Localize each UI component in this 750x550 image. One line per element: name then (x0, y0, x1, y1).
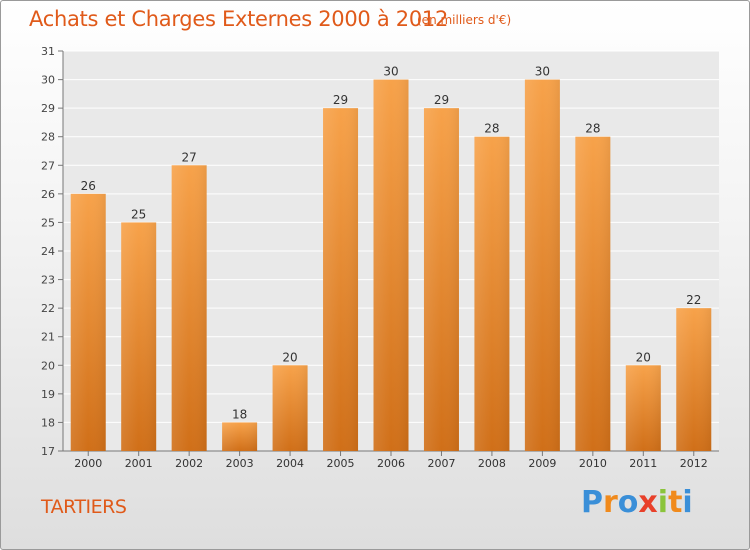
y-tick-label: 19 (41, 388, 55, 401)
bar-value-label: 29 (333, 93, 348, 107)
y-tick-label: 26 (41, 188, 55, 201)
x-tick-label: 2007 (427, 457, 455, 470)
bar-shine (676, 308, 712, 451)
commune-name: TARTIERS (41, 496, 127, 518)
bar-value-label: 20 (282, 350, 297, 364)
bar-value-label: 29 (434, 93, 449, 107)
bar-shine (423, 108, 459, 452)
bar-shine (575, 136, 611, 451)
x-tick-label: 2006 (377, 457, 405, 470)
bar-value-label: 30 (383, 65, 398, 79)
x-tick-label: 2008 (478, 457, 506, 470)
bars (70, 79, 712, 452)
bar-shine (323, 108, 359, 452)
logo-letter: i (682, 485, 693, 520)
x-tick-label: 2009 (528, 457, 556, 470)
logo-letter: o (617, 485, 639, 520)
logo-letter: i (657, 485, 669, 520)
logo-letter: r (603, 485, 618, 520)
chart-subtitle: (en milliers d'€) (417, 13, 512, 27)
bar-value-label: 22 (686, 293, 701, 307)
y-tick-label: 17 (41, 445, 55, 458)
x-tick-label: 2001 (125, 457, 153, 470)
bar-shine (222, 422, 258, 451)
x-tick-label: 2003 (226, 457, 254, 470)
bar-shine (373, 79, 409, 452)
y-tick-label: 22 (41, 302, 55, 315)
bar-shine (625, 365, 661, 451)
x-tick-label: 2012 (680, 457, 708, 470)
y-tick-label: 23 (41, 274, 55, 287)
logo-letter: t (668, 485, 683, 520)
y-tick-label: 30 (41, 74, 55, 87)
y-tick-label: 29 (41, 102, 55, 115)
x-tick-label: 2010 (579, 457, 607, 470)
x-tick-label: 2011 (629, 457, 657, 470)
x-tick-label: 2000 (74, 457, 102, 470)
bar-value-label: 27 (182, 150, 197, 164)
bar-shine (474, 136, 510, 451)
x-tick-label: 2002 (175, 457, 203, 470)
bar-value-label: 25 (131, 207, 146, 221)
y-tick-label: 25 (41, 216, 55, 229)
bar-shine (272, 365, 308, 451)
logo-letter: x (638, 485, 658, 520)
y-tick-label: 24 (41, 245, 55, 258)
data-labels: 26 25 27 18 20 29 30 29 28 30 28 20 22 (81, 65, 702, 422)
chart-title: Achats et Charges Externes 2000 à 2012 (29, 7, 449, 31)
bar-shine (524, 79, 560, 452)
bar-value-label: 26 (81, 179, 96, 193)
bar-shine (70, 193, 106, 451)
bar-value-label: 30 (535, 65, 550, 79)
bar-value-label: 20 (636, 350, 651, 364)
y-tick-label: 20 (41, 359, 55, 372)
y-tick-label: 27 (41, 159, 55, 172)
bar-shine (121, 222, 157, 451)
x-tick-label: 2004 (276, 457, 304, 470)
bar-shine (171, 165, 207, 452)
bar-value-label: 18 (232, 407, 247, 421)
logo-letter: P (581, 485, 603, 520)
y-tick-label: 31 (41, 45, 55, 58)
y-tick-label: 21 (41, 331, 55, 344)
y-tick-label: 18 (41, 416, 55, 429)
bar-value-label: 28 (585, 122, 600, 136)
proxiti-logo[interactable]: Proxiti (581, 485, 693, 520)
y-tick-label: 28 (41, 131, 55, 144)
bar-value-label: 28 (484, 122, 499, 136)
x-tick-label: 2005 (327, 457, 355, 470)
